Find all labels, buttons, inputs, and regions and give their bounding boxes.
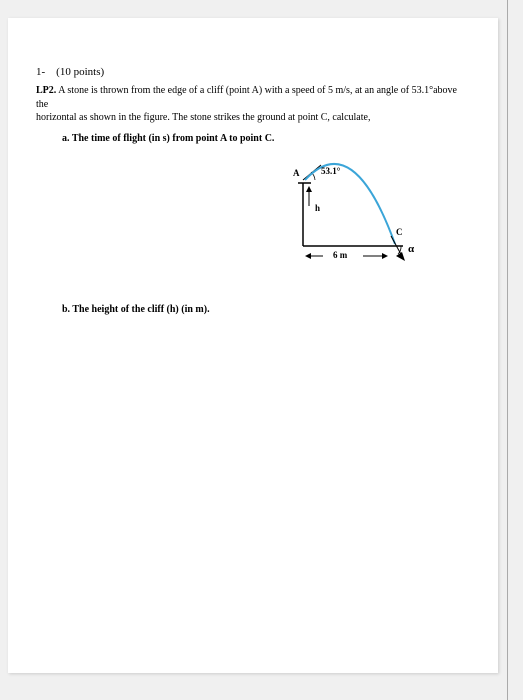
dist-arrow-right [382, 253, 388, 259]
part-b: b. The height of the cliff (h) (in m). [36, 304, 470, 315]
problem-label: LP2. [36, 85, 56, 96]
question-number: 1- [36, 66, 45, 78]
label-point-a: A [293, 168, 300, 178]
label-height-h: h [315, 203, 320, 213]
question-number-line: 1- (10 points) [36, 66, 470, 78]
label-launch-angle: 53.1° [321, 166, 340, 176]
problem-statement: LP2. A stone is thrown from the edge of … [36, 84, 470, 125]
h-arrow-up [306, 186, 312, 192]
label-alpha: α [408, 243, 414, 255]
label-distance-6m: 6 m [333, 250, 347, 260]
exam-page: 1- (10 points) LP2. A stone is thrown fr… [8, 18, 498, 673]
velocity-c-arrowhead [396, 252, 405, 261]
label-point-c: C [396, 227, 403, 237]
part-a: a. The time of flight (in s) from point … [36, 133, 470, 144]
dist-arrow-left [305, 253, 311, 259]
statement-line-1: A stone is thrown from the edge of a cli… [36, 85, 457, 110]
page-edge-line [507, 0, 508, 700]
question-points: (10 points) [56, 66, 104, 78]
projectile-figure: A 53.1° h 6 m C α [273, 158, 433, 288]
statement-line-2: horizontal as shown in the figure. The s… [36, 112, 370, 123]
